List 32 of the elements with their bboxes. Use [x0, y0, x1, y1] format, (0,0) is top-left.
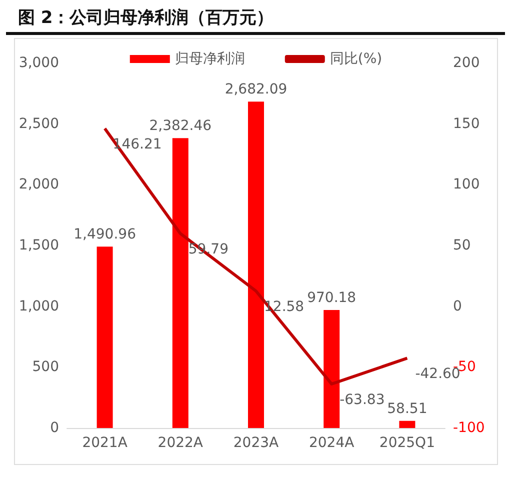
- bar: [172, 138, 188, 428]
- y2-tick-label: 150: [453, 116, 480, 132]
- y2-tick-label: 50: [453, 238, 471, 254]
- x-tick-label: 2024A: [308, 435, 355, 451]
- data-label: 2,382.46: [149, 118, 212, 134]
- y-tick-label: 1,000: [18, 298, 59, 314]
- bar: [324, 310, 340, 428]
- legend-label: 同比(%): [330, 51, 382, 67]
- y-tick-label: 2,000: [18, 176, 59, 193]
- y2-tick-label: 100: [453, 176, 480, 193]
- y2-tick-label: 200: [453, 55, 480, 71]
- y-tick-label: 500: [32, 359, 59, 376]
- data-label: 1,490.96: [74, 226, 136, 243]
- data-label: 58.51: [387, 400, 428, 417]
- bar: [96, 246, 113, 428]
- x-tick-label: 2021A: [82, 435, 128, 451]
- x-tick-label: 2025Q1: [379, 435, 435, 451]
- y2-tick-label: -100: [453, 420, 485, 436]
- y-tick-label: 2,500: [18, 116, 59, 132]
- y-tick-label: 0: [50, 420, 59, 436]
- bar: [248, 102, 264, 428]
- data-label: -63.83: [340, 392, 385, 408]
- x-tick-label: 2022A: [158, 435, 204, 451]
- y-tick-label: 1,500: [18, 238, 59, 254]
- data-label: 970.18: [307, 290, 356, 306]
- data-label: 2,682.09: [224, 82, 288, 98]
- x-tick-label: 2023A: [233, 435, 280, 451]
- bar: [399, 420, 416, 428]
- y2-tick-label: 0: [453, 298, 462, 314]
- chart-title: 图 2：公司归母净利润（百万元）: [18, 7, 274, 29]
- legend-label: 归母净利润: [174, 51, 245, 67]
- y-tick-label: 3,000: [18, 55, 59, 71]
